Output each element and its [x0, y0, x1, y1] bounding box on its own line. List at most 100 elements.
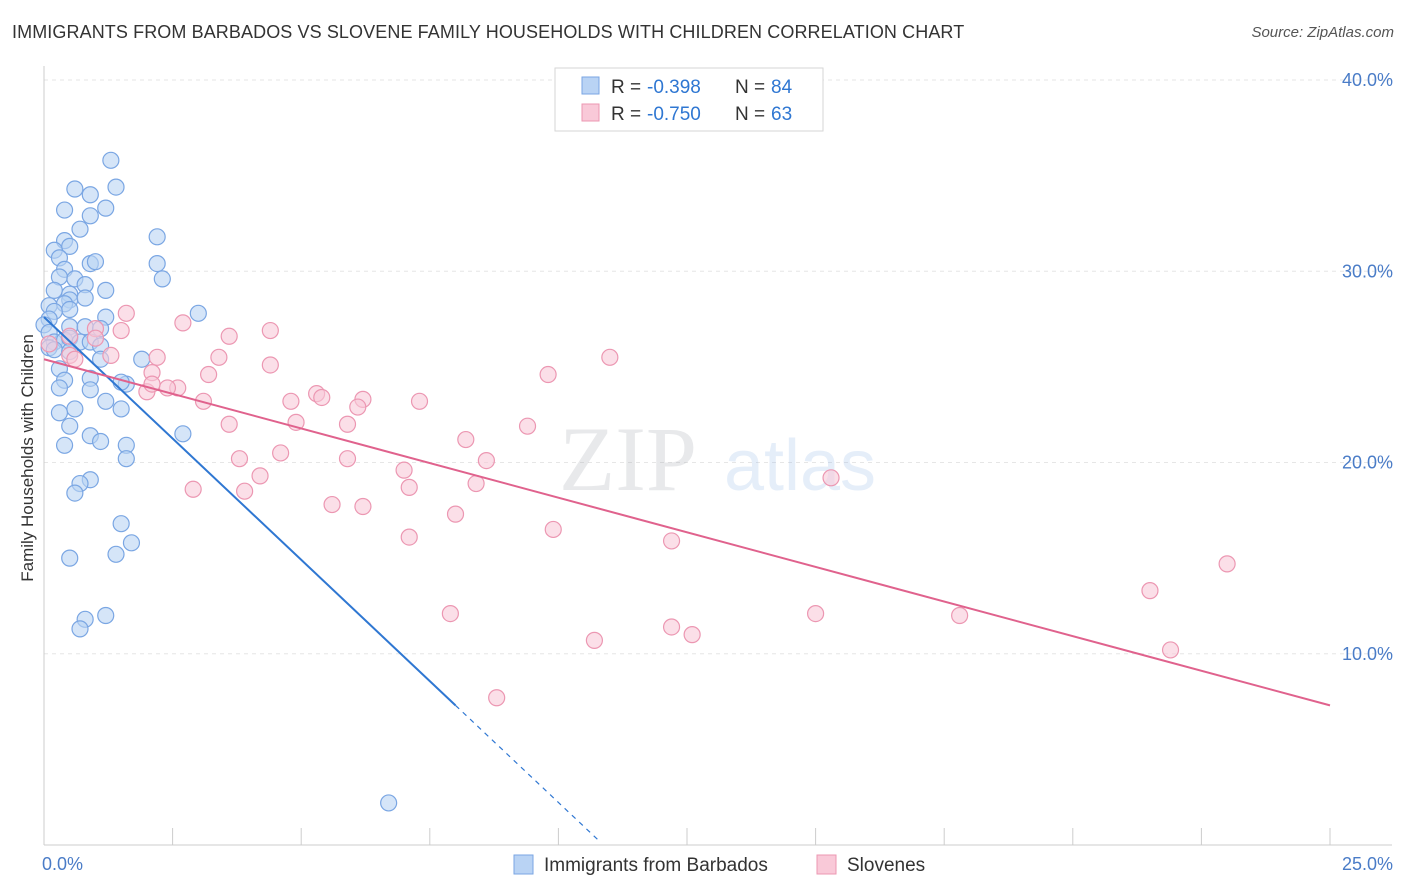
slovenes-point	[323, 495, 341, 514]
y-tick-label: 40.0%	[1342, 70, 1393, 90]
slovenes-point	[539, 365, 557, 384]
y-tick-label: 20.0%	[1342, 453, 1393, 473]
slovenes-point	[210, 348, 228, 366]
barbados-point	[174, 425, 192, 443]
barbados-point	[55, 436, 74, 454]
barbados-point	[148, 255, 166, 273]
slovenes-point	[261, 356, 279, 374]
slovenes-point	[117, 304, 135, 322]
legend-label-barbados: Immigrants from Barbados	[544, 855, 768, 876]
barbados-point	[71, 620, 89, 638]
slovenes-point	[822, 469, 840, 487]
chart-title: IMMIGRANTS FROM BARBADOS VS SLOVENE FAMI…	[12, 22, 965, 42]
slovenes-point	[1161, 641, 1180, 659]
barbados-point	[50, 404, 69, 422]
barbados-trend-extension	[455, 704, 600, 842]
legend-label-slovenes: Slovenes	[847, 855, 925, 876]
slovenes-point	[66, 350, 84, 368]
r-label: R =	[611, 104, 641, 125]
slovenes-point	[251, 467, 269, 485]
barbados-point	[107, 178, 125, 196]
barbados-point	[112, 515, 130, 533]
barbados-point	[61, 417, 79, 435]
slovenes-point	[410, 392, 429, 410]
slovenes-point	[806, 604, 825, 623]
barbados-point	[117, 450, 135, 468]
slovenes-point	[220, 327, 238, 345]
barbados-point	[86, 253, 105, 271]
slovenes-point	[272, 444, 290, 462]
n-label: N =	[735, 77, 765, 98]
slovenes-point	[518, 417, 537, 435]
slovenes-point	[338, 415, 357, 433]
slovenes-point	[1218, 555, 1236, 573]
barbados-point	[66, 484, 84, 502]
legend-swatch-barbados	[513, 854, 534, 875]
barbados-point	[76, 289, 94, 307]
slovenes-point	[354, 497, 372, 516]
slovenes-point	[86, 329, 105, 347]
barbados-point	[81, 186, 99, 204]
trend-lines	[43, 316, 1331, 842]
n-value: 63	[771, 104, 792, 125]
slovenes-point	[400, 478, 418, 496]
barbados-point	[148, 228, 166, 246]
barbados-point	[81, 381, 99, 399]
barbados-point	[61, 300, 79, 319]
watermark-zip: ZIP	[559, 408, 697, 510]
slovenes-point	[230, 450, 249, 468]
barbados-point	[189, 304, 207, 322]
slovenes-point	[174, 314, 192, 332]
slovenes-point	[446, 505, 465, 523]
barbados-point	[55, 201, 74, 219]
slovenes-point	[112, 321, 130, 340]
slovenes-point	[585, 631, 604, 649]
y-tick-label: 10.0%	[1342, 644, 1393, 664]
barbados-point	[61, 549, 79, 567]
series-barbados-points	[35, 151, 398, 812]
n-value: 84	[771, 77, 793, 98]
slovenes-point	[102, 346, 120, 364]
slovenes-point	[488, 689, 506, 707]
barbados-trend-line	[43, 316, 457, 707]
barbados-point	[66, 400, 84, 418]
slovenes-point	[441, 604, 459, 623]
slovenes-point	[313, 388, 331, 407]
barbados-point	[97, 281, 115, 299]
barbados-point	[97, 392, 115, 410]
x-tick-min: 0.0%	[42, 854, 83, 874]
slovenes-trend-line	[43, 358, 1331, 707]
slovenes-point	[236, 482, 254, 500]
r-value: -0.750	[647, 104, 701, 125]
slovenes-point	[1141, 582, 1159, 600]
slovenes-point	[601, 348, 619, 366]
slovenes-point	[395, 461, 413, 479]
barbados-point	[97, 199, 115, 217]
series-legend: Immigrants from Barbados Slovenes	[513, 854, 925, 876]
barbados-point	[97, 606, 115, 625]
legend-swatch-slovenes	[816, 854, 837, 875]
barbados-point	[45, 281, 63, 299]
barbados-point	[380, 794, 398, 812]
slovenes-point	[662, 618, 681, 636]
slovenes-point	[400, 528, 418, 546]
watermark-atlas: atlas	[724, 426, 876, 506]
slovenes-point	[61, 327, 79, 345]
slovenes-point	[951, 606, 969, 625]
slovenes-point	[349, 398, 367, 416]
barbados-point	[50, 379, 69, 397]
barbados-point	[122, 534, 141, 552]
slovenes-point	[662, 532, 681, 550]
watermark: ZIP atlas	[559, 408, 876, 510]
slovenes-point	[457, 430, 475, 449]
r-label: R =	[611, 77, 641, 98]
legend-swatch-blue	[581, 76, 600, 95]
y-axis-title: Family Households with Children	[18, 334, 37, 582]
slovenes-point	[200, 365, 218, 384]
axes	[43, 66, 1392, 846]
barbados-point	[91, 432, 110, 451]
n-label: N =	[735, 104, 765, 125]
slovenes-point	[40, 335, 58, 353]
y-tick-label: 30.0%	[1342, 261, 1393, 281]
